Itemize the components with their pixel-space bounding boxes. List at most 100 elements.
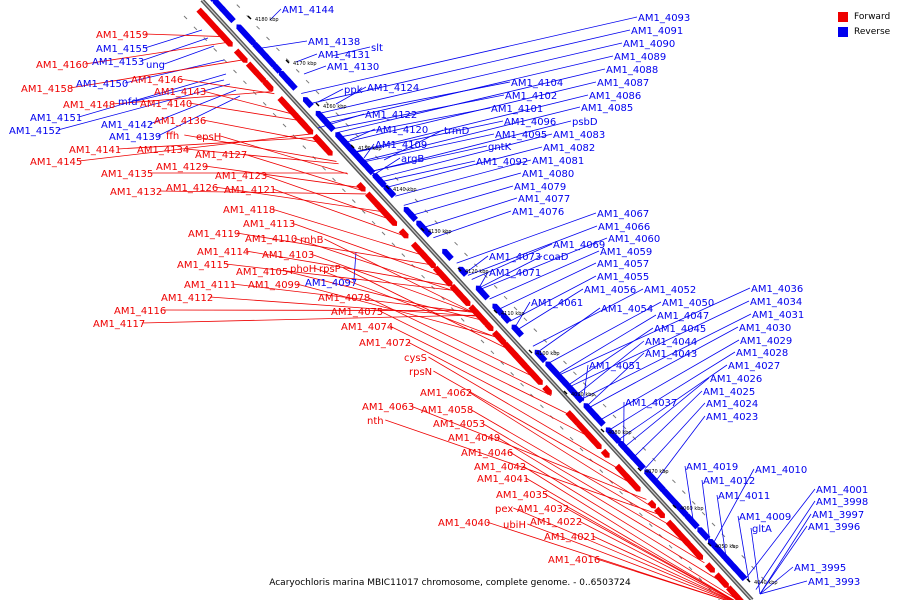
strand-tick bbox=[183, 15, 188, 20]
scale-tick-label: 4170 kbp bbox=[293, 61, 317, 67]
gene-label: AM1_4052 bbox=[644, 285, 696, 296]
gene-label: AM1_4074 bbox=[341, 322, 393, 333]
reverse-swatch bbox=[838, 26, 848, 37]
strand-tick bbox=[233, 69, 237, 74]
gene-label: gntK bbox=[488, 142, 512, 153]
leader-line bbox=[269, 8, 282, 21]
gene-arrow bbox=[484, 321, 494, 332]
gene-label: AM1_4091 bbox=[631, 26, 683, 37]
scale-tick-label: 4180 kbp bbox=[255, 17, 279, 23]
gene-label: AM1_4109 bbox=[375, 140, 427, 151]
gene-label: mfd bbox=[118, 97, 138, 108]
leader-line bbox=[480, 237, 608, 290]
strand-tick bbox=[553, 349, 557, 354]
gene-label: AM1_4051 bbox=[589, 361, 641, 372]
gene-label: AM1_3998 bbox=[816, 497, 868, 508]
strand-tick bbox=[391, 242, 396, 247]
leader-line bbox=[232, 283, 476, 313]
gene-label: AM1_4116 bbox=[114, 306, 166, 317]
gene-label: AM1_4046 bbox=[461, 448, 513, 459]
strand-tick bbox=[305, 79, 310, 84]
leader-line bbox=[335, 86, 367, 105]
gene-label: AM1_4066 bbox=[598, 222, 650, 233]
leader-line bbox=[140, 37, 209, 62]
scale-tick-label: 4060 kbp bbox=[680, 506, 704, 512]
strand-tick bbox=[421, 274, 425, 279]
leader-line bbox=[465, 255, 489, 274]
gene-arrow bbox=[439, 273, 453, 287]
strand-tick bbox=[533, 328, 538, 332]
strand-tick bbox=[243, 80, 247, 85]
leader-line bbox=[737, 515, 750, 583]
leader-line bbox=[366, 296, 535, 378]
gene-label: AM1_4047 bbox=[657, 311, 709, 322]
gene-arrow bbox=[585, 432, 602, 450]
strand-tick bbox=[282, 123, 287, 128]
gene-label: AM1_4144 bbox=[282, 5, 334, 16]
gene-label: AM1_4011 bbox=[718, 491, 770, 502]
leader-line bbox=[588, 326, 739, 408]
leader-line bbox=[355, 120, 504, 153]
gene-label: epsH bbox=[196, 132, 221, 143]
strand-tick bbox=[691, 501, 696, 505]
leader-line bbox=[513, 507, 731, 600]
gene-label: AM1_4110 bbox=[245, 234, 297, 245]
leader-line bbox=[141, 314, 478, 324]
gene-label: AM1_4105 bbox=[236, 267, 288, 278]
gene-label: AM1_4086 bbox=[589, 91, 641, 102]
leader-line bbox=[333, 94, 505, 130]
strand-tick bbox=[540, 404, 544, 409]
gene-arrow bbox=[356, 181, 366, 192]
gene-label: AM1_4083 bbox=[553, 130, 605, 141]
gene-label: AM1_4159 bbox=[96, 30, 148, 41]
leader-line bbox=[759, 513, 812, 595]
leader-line bbox=[509, 275, 597, 322]
gene-label: AM1_4049 bbox=[448, 433, 500, 444]
leader-line bbox=[609, 351, 736, 431]
gene-label: AM1_4114 bbox=[197, 247, 249, 258]
leader-line bbox=[407, 341, 589, 437]
gene-arrow bbox=[729, 589, 745, 600]
leader-line bbox=[423, 197, 518, 228]
leader-line bbox=[331, 46, 371, 57]
gene-label: trmD bbox=[444, 126, 470, 137]
leader-line bbox=[284, 270, 483, 321]
gene-arrow bbox=[614, 463, 627, 477]
gene-label: AM1_4073 bbox=[489, 252, 541, 263]
leader-line bbox=[745, 488, 816, 579]
gene-label: phoH bbox=[290, 264, 316, 275]
gene-arrow bbox=[534, 349, 548, 364]
strand-tick bbox=[559, 426, 564, 430]
gene-label: AM1_3995 bbox=[794, 563, 846, 574]
leader-line bbox=[340, 107, 491, 138]
strand-tick bbox=[272, 112, 277, 117]
leader-line bbox=[293, 237, 456, 293]
gene-label: AM1_4022 bbox=[530, 517, 582, 528]
legend-forward: Forward bbox=[838, 9, 890, 24]
gene-arrow bbox=[672, 500, 689, 518]
gene-label: AM1_4077 bbox=[518, 194, 570, 205]
gene-arrow bbox=[425, 257, 436, 269]
gene-label: ffh bbox=[166, 131, 179, 142]
genome-backbone bbox=[200, 0, 754, 600]
leader-line bbox=[353, 251, 357, 283]
leader-line bbox=[684, 465, 694, 522]
gene-label: AM1_4080 bbox=[522, 169, 574, 180]
gene-label: AM1_4082 bbox=[543, 143, 595, 154]
scale-tick-mark bbox=[600, 428, 605, 433]
forward-swatch bbox=[838, 11, 848, 22]
gene-arrow bbox=[704, 562, 715, 573]
leader-line bbox=[633, 390, 703, 458]
scale-tick-mark bbox=[707, 542, 712, 547]
scale-tick-mark bbox=[563, 390, 568, 395]
gene-label: AM1_4042 bbox=[474, 462, 526, 473]
gene-arrow bbox=[647, 499, 657, 509]
leader-line bbox=[57, 83, 231, 131]
gene-label: AM1_4081 bbox=[532, 156, 584, 167]
scale-tick-label: 4100 kbp bbox=[536, 351, 560, 357]
gene-label: gltA bbox=[752, 524, 772, 535]
gene-label: AM1_4118 bbox=[223, 205, 275, 216]
leader-line bbox=[489, 250, 600, 300]
leader-line bbox=[471, 243, 553, 280]
scale-tick-label: 4150 kbp bbox=[358, 146, 382, 152]
